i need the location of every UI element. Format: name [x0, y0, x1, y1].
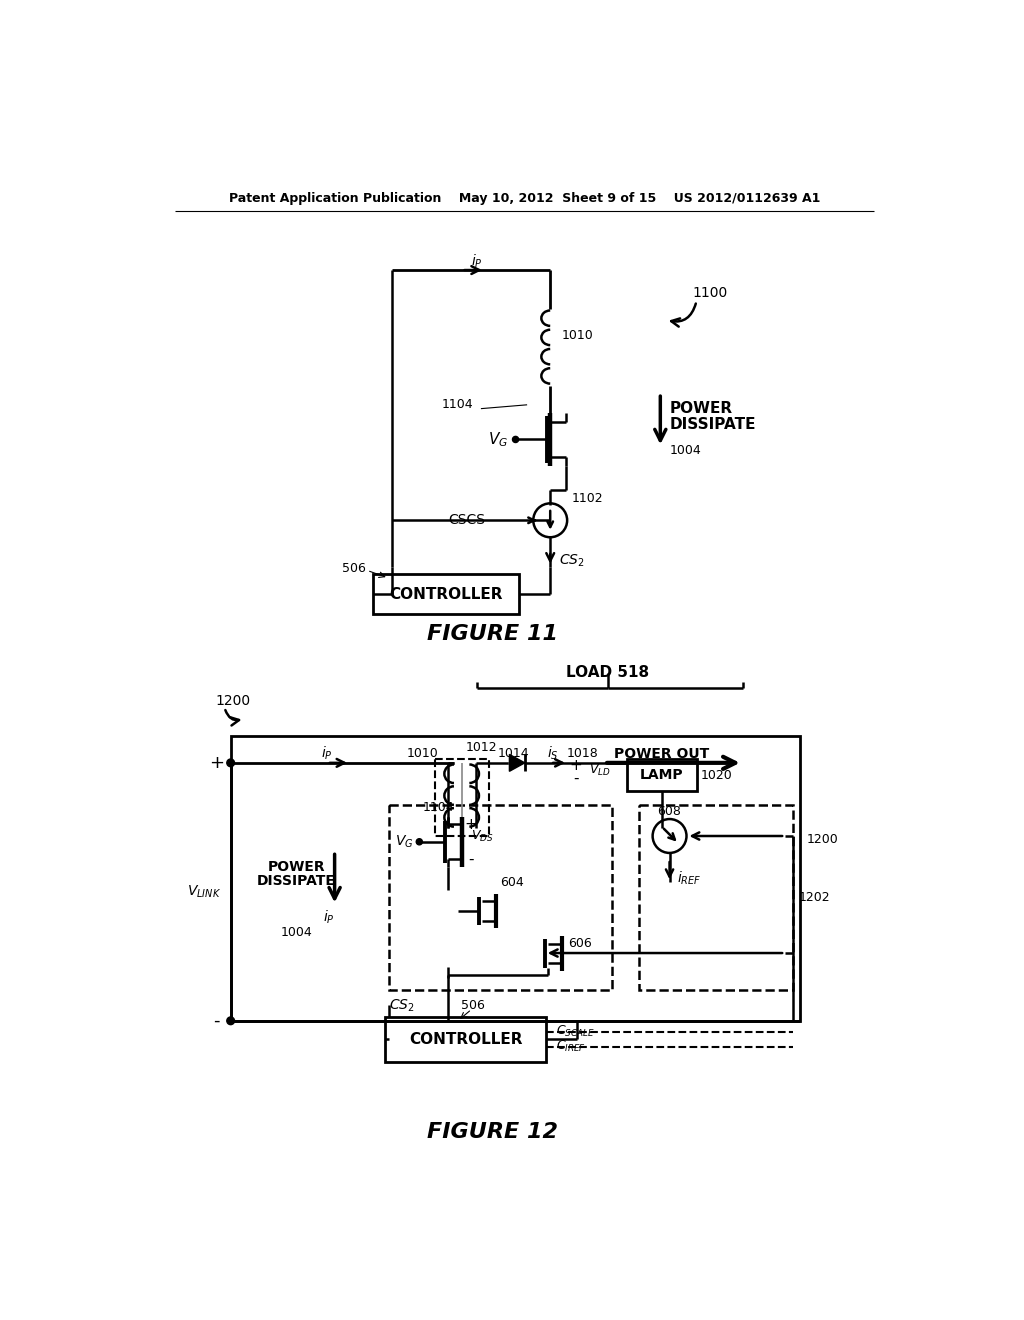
Text: 1010: 1010 — [407, 747, 438, 760]
Text: +: + — [569, 759, 582, 774]
Text: 506: 506 — [461, 999, 485, 1012]
Text: $i_P$: $i_P$ — [323, 908, 335, 925]
Text: 1012: 1012 — [466, 741, 497, 754]
Text: 1004: 1004 — [281, 925, 312, 939]
Text: 1102: 1102 — [571, 492, 603, 506]
Text: 1100: 1100 — [692, 286, 728, 300]
Bar — [639, 805, 793, 990]
Bar — [388, 805, 611, 990]
Text: $V_{LINK}$: $V_{LINK}$ — [186, 883, 221, 900]
Text: 1202: 1202 — [799, 891, 830, 904]
Text: $CS_2$: $CS_2$ — [559, 552, 585, 569]
Text: $C_{SCALE}$: $C_{SCALE}$ — [556, 1024, 594, 1039]
Text: 1010: 1010 — [562, 329, 594, 342]
Text: +: + — [209, 754, 224, 772]
Text: $C_{IREF}$: $C_{IREF}$ — [556, 1039, 586, 1055]
Polygon shape — [509, 755, 524, 771]
Bar — [230, 737, 801, 1020]
Text: LAMP: LAMP — [640, 768, 684, 783]
Bar — [385, 1016, 547, 1061]
Circle shape — [416, 838, 422, 845]
Text: -: - — [468, 851, 474, 867]
Text: CONTROLLER: CONTROLLER — [409, 1032, 522, 1047]
Text: $i_S$: $i_S$ — [547, 744, 558, 763]
Text: 604: 604 — [500, 875, 524, 888]
Circle shape — [226, 759, 234, 767]
Bar — [628, 759, 696, 792]
Text: 1004: 1004 — [670, 445, 701, 458]
Text: POWER: POWER — [267, 859, 325, 874]
Text: $i_P$: $i_P$ — [322, 744, 333, 763]
Text: 1200: 1200 — [215, 694, 251, 709]
Text: 1104: 1104 — [441, 399, 473, 412]
Text: FIGURE 12: FIGURE 12 — [427, 1122, 558, 1142]
Text: $V_G$: $V_G$ — [487, 430, 508, 449]
Bar — [373, 574, 519, 614]
Text: $CS_2$: $CS_2$ — [388, 997, 415, 1014]
Text: $V_{LD}$: $V_{LD}$ — [590, 763, 611, 777]
Text: Patent Application Publication    May 10, 2012  Sheet 9 of 15    US 2012/0112639: Patent Application Publication May 10, 2… — [229, 191, 820, 205]
Circle shape — [226, 1016, 234, 1024]
Text: CSCS: CSCS — [447, 513, 484, 527]
Text: POWER: POWER — [670, 401, 733, 416]
Text: 1104: 1104 — [423, 801, 455, 814]
Text: 506: 506 — [342, 561, 366, 574]
Text: $i_{REF}$: $i_{REF}$ — [677, 870, 701, 887]
Text: FIGURE 11: FIGURE 11 — [427, 624, 558, 644]
Circle shape — [512, 437, 518, 442]
Text: -: - — [572, 771, 579, 785]
Text: $V_G$: $V_G$ — [395, 833, 414, 850]
Text: DISSIPATE: DISSIPATE — [670, 417, 756, 432]
Text: 608: 608 — [657, 805, 682, 818]
Text: LOAD 518: LOAD 518 — [566, 665, 649, 680]
Bar — [435, 759, 488, 836]
Text: -: - — [214, 1012, 220, 1030]
Text: 1014: 1014 — [498, 747, 529, 760]
Text: +: + — [465, 817, 477, 832]
Text: 1020: 1020 — [701, 768, 733, 781]
Text: 606: 606 — [568, 937, 592, 950]
Text: CONTROLLER: CONTROLLER — [389, 586, 503, 602]
Text: 1018: 1018 — [567, 747, 599, 760]
Text: $V_{DS}$: $V_{DS}$ — [471, 829, 494, 843]
Text: 1200: 1200 — [807, 833, 839, 846]
Text: $i_P$: $i_P$ — [471, 252, 483, 269]
Text: POWER OUT: POWER OUT — [614, 747, 710, 760]
Text: DISSIPATE: DISSIPATE — [257, 874, 336, 887]
